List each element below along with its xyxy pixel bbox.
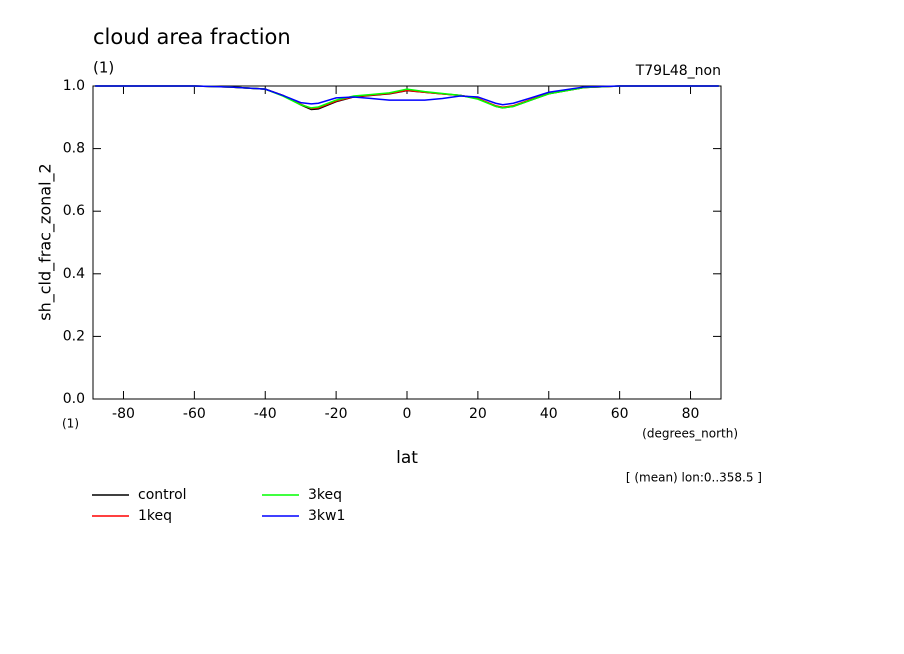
x-units: (degrees_north) [642, 427, 738, 441]
x-tick-label: -40 [254, 406, 277, 422]
y-tick-label: 0.0 [63, 391, 85, 407]
legend-label: 1keq [138, 508, 172, 524]
y-axis-label: sh_cld_frac_zonal_2 [36, 163, 56, 320]
x-tick-label: -60 [183, 406, 206, 422]
x-axis-label: lat [396, 448, 418, 468]
y-units: (1) [62, 417, 79, 431]
y-tick-label: 0.4 [63, 266, 85, 282]
chart-subtitle: (1) [93, 59, 114, 77]
x-tick-label: -80 [112, 406, 135, 422]
legend-label: 3keq [308, 487, 342, 503]
x-tick-label: 20 [469, 406, 487, 422]
chart-title: cloud area fraction [93, 25, 291, 49]
data-line [95, 85, 719, 109]
x-tick-label: 80 [682, 406, 700, 422]
annotation: [ (mean) lon:0..358.5 ] [626, 471, 762, 485]
plot-frame [92, 85, 722, 400]
x-tick-label: 40 [540, 406, 558, 422]
legend-label: 3kw1 [308, 508, 345, 524]
x-tick-label: -20 [325, 406, 348, 422]
legend-label: control [138, 487, 187, 503]
y-tick-label: 0.2 [63, 328, 85, 344]
x-tick-label: 0 [403, 406, 412, 422]
y-tick-label: 1.0 [63, 78, 85, 94]
data-line [95, 85, 719, 106]
x-tick-label: 60 [611, 406, 629, 422]
y-tick-label: 0.8 [63, 141, 85, 157]
y-tick-label: 0.6 [63, 203, 85, 219]
run-label: T79L48_non [635, 63, 721, 79]
